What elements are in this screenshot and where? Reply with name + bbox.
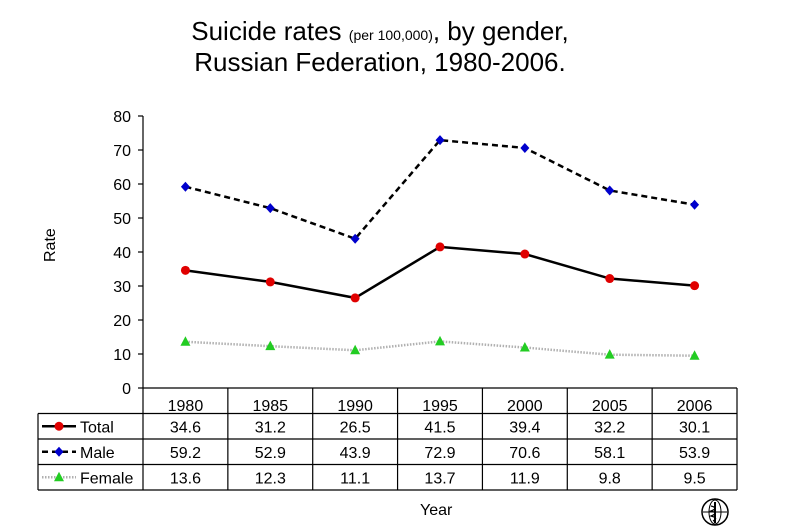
y-tick-label: 80 xyxy=(113,109,131,126)
data-point-total xyxy=(435,242,445,252)
table-value-total: 30.1 xyxy=(679,419,710,436)
data-point-female xyxy=(350,344,361,355)
data-point-female xyxy=(519,342,530,352)
who-emblem-icon xyxy=(701,498,729,526)
data-point-female xyxy=(435,335,445,346)
x-category-label: 1985 xyxy=(252,398,288,415)
data-point-female xyxy=(689,350,700,360)
table-value-total: 39.4 xyxy=(509,419,540,436)
series-line-male xyxy=(185,138,695,241)
chart-title-line2: Russian Federation, 1980-2006. xyxy=(194,47,566,77)
y-tick-label: 60 xyxy=(113,177,131,194)
table-value-female: 9.8 xyxy=(599,470,621,487)
title-unit: (per 100,000) xyxy=(348,27,433,43)
series-line-total xyxy=(185,245,695,300)
data-point-total xyxy=(520,249,530,259)
table-value-male: 59.2 xyxy=(170,445,201,462)
table-value-total: 26.5 xyxy=(340,419,371,436)
table-value-female: 11.9 xyxy=(510,470,540,487)
legend-label-total: Total xyxy=(80,419,114,436)
y-tick-label: 40 xyxy=(113,245,131,262)
title-rest: , by gender, xyxy=(432,16,569,46)
data-point-total xyxy=(350,293,360,303)
y-tick-label: 50 xyxy=(113,211,131,228)
table-value-female: 13.6 xyxy=(170,470,201,487)
table-value-total: 31.2 xyxy=(255,419,286,436)
data-point-male xyxy=(265,203,275,214)
data-point-female xyxy=(265,340,276,351)
title-main: Suicide rates xyxy=(191,16,342,46)
table-value-total: 41.5 xyxy=(424,419,455,436)
legend-label-female: Female xyxy=(80,470,133,487)
x-category-label: 2006 xyxy=(677,398,713,415)
table-value-male: 58.1 xyxy=(594,445,625,462)
table-value-male: 43.9 xyxy=(340,445,371,462)
data-point-male xyxy=(690,199,700,210)
data-point-female xyxy=(604,349,615,359)
data-point-male xyxy=(350,233,360,244)
x-axis-label: Year xyxy=(420,502,453,519)
data-point-male xyxy=(520,142,530,153)
legend-label-male: Male xyxy=(80,445,115,462)
data-point-total xyxy=(605,274,615,284)
x-category-label: 1990 xyxy=(337,398,373,415)
legend-marker-male xyxy=(54,446,64,457)
table-value-female: 9.5 xyxy=(683,470,705,487)
data-point-total xyxy=(690,281,700,291)
data-point-total xyxy=(180,265,190,275)
y-tick-label: 10 xyxy=(113,347,131,364)
table-value-male: 52.9 xyxy=(255,445,286,462)
y-axis-label: Rate xyxy=(42,228,59,262)
data-point-female xyxy=(180,336,191,346)
legend-marker-female xyxy=(54,471,64,482)
data-point-total xyxy=(265,277,275,287)
table-value-male: 72.9 xyxy=(424,445,455,462)
y-tick-label: 20 xyxy=(113,313,131,330)
data-point-male xyxy=(180,181,190,192)
legend-marker-total xyxy=(54,421,64,431)
table-value-total: 32.2 xyxy=(594,419,625,436)
data-point-male xyxy=(605,185,615,196)
table-value-female: 13.7 xyxy=(424,470,455,487)
table-value-total: 34.6 xyxy=(170,419,201,436)
table-value-female: 12.3 xyxy=(255,470,286,487)
table-value-male: 70.6 xyxy=(509,445,540,462)
x-category-label: 2000 xyxy=(507,398,543,415)
y-tick-label: 0 xyxy=(122,381,131,398)
x-category-label: 1980 xyxy=(168,398,204,415)
table-value-male: 53.9 xyxy=(679,445,710,462)
table-value-female: 11.1 xyxy=(340,470,370,487)
x-category-label: 1995 xyxy=(422,398,458,415)
chart-title-line1: Suicide rates (per 100,000), by gender, xyxy=(0,16,760,47)
x-category-label: 2005 xyxy=(592,398,628,415)
y-tick-label: 70 xyxy=(113,143,131,160)
data-point-male xyxy=(435,135,445,146)
y-tick-label: 30 xyxy=(113,279,131,296)
